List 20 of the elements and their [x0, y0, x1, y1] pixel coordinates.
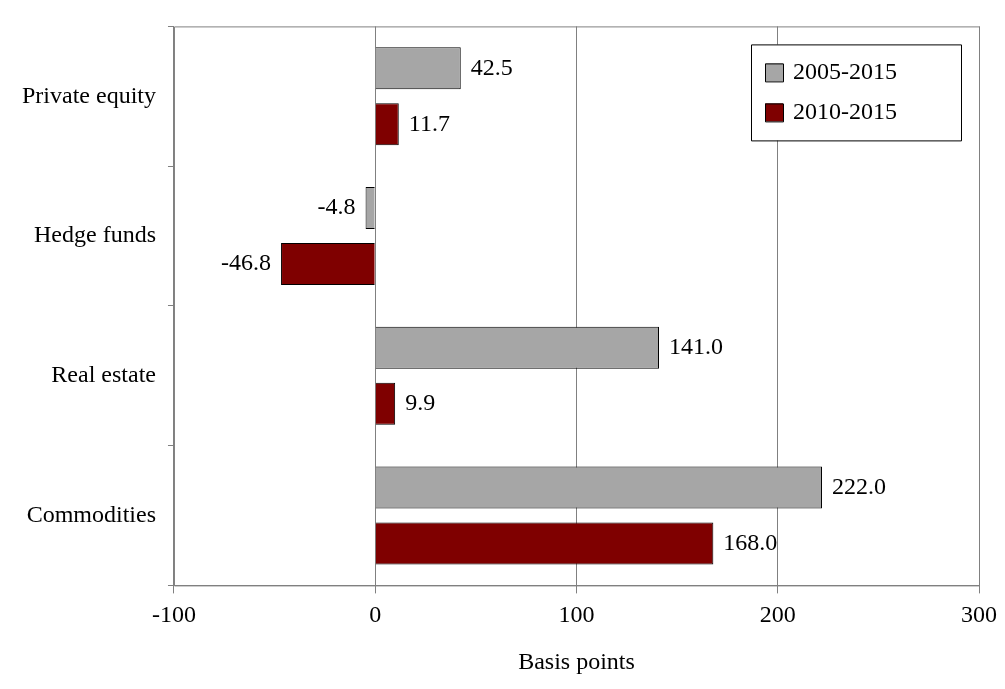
y-tick-label: Hedge funds [34, 221, 156, 248]
x-tick-label: 100 [558, 601, 595, 628]
x-tick-label: -100 [151, 601, 196, 628]
x-tick-label: 300 [961, 601, 997, 628]
data-label: 42.5 [470, 53, 513, 80]
data-label: 9.9 [405, 389, 436, 416]
y-tick-label: Commodities [26, 500, 156, 527]
x-tick-label: 0 [369, 601, 382, 628]
data-label: 141.0 [669, 333, 723, 360]
y-tick-label: Real estate [51, 361, 156, 388]
data-label: 168.0 [723, 528, 778, 555]
legend-label: 2005-2015 [793, 57, 897, 84]
y-tick-label: Private equity [22, 81, 156, 108]
data-label: 11.7 [408, 109, 450, 136]
legend-label: 2010-2015 [793, 97, 897, 124]
x-tick-label: 200 [759, 601, 796, 628]
data-label: -4.8 [317, 193, 356, 220]
data-label: 222.0 [832, 472, 887, 499]
data-label: -46.8 [221, 249, 272, 276]
x-axis-title: Basis points [518, 647, 635, 674]
